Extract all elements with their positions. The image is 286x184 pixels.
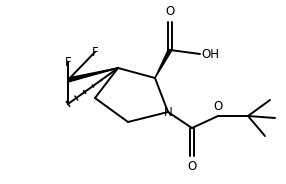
Text: F: F	[92, 45, 98, 59]
Text: F: F	[65, 56, 71, 68]
Polygon shape	[67, 68, 118, 82]
Text: O: O	[213, 100, 223, 113]
Text: O: O	[165, 5, 175, 18]
Text: OH: OH	[201, 47, 219, 61]
Text: O: O	[187, 160, 197, 173]
Text: N: N	[164, 105, 172, 118]
Polygon shape	[155, 49, 172, 78]
